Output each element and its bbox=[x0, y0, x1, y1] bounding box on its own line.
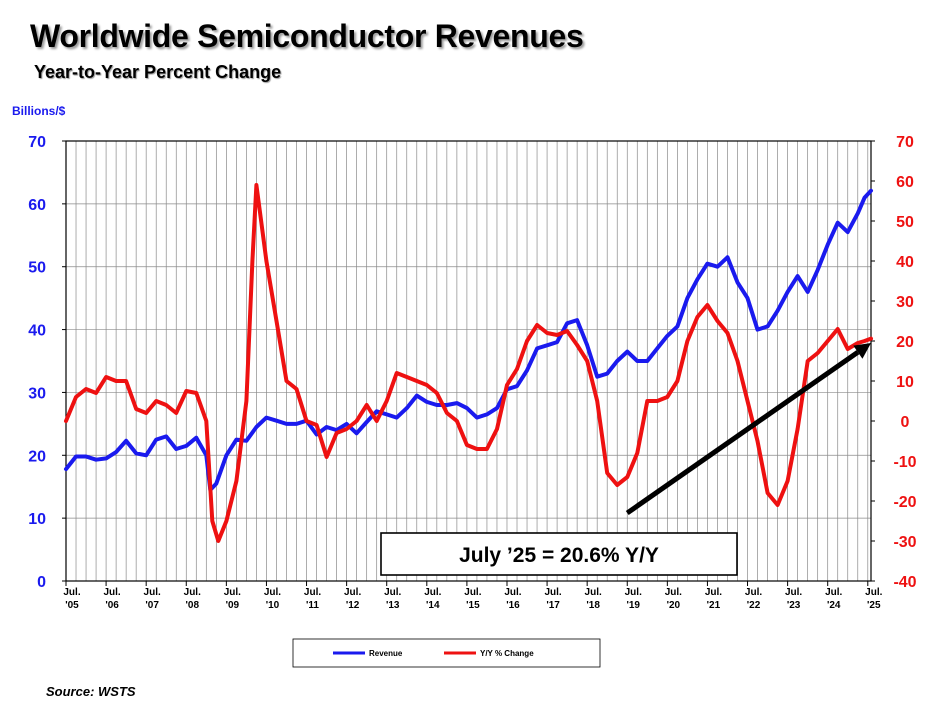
x-tick-year: '05 bbox=[65, 600, 79, 611]
x-tick-year: '20 bbox=[667, 600, 681, 611]
x-tick-year: '23 bbox=[787, 600, 801, 611]
plot-frame bbox=[65, 140, 872, 582]
left-tick-label: 60 bbox=[28, 197, 46, 214]
right-tick-label: 10 bbox=[896, 374, 914, 391]
left-tick-label: 30 bbox=[28, 385, 46, 402]
x-tick-month: Jul. bbox=[63, 587, 80, 598]
x-tick-month: Jul. bbox=[144, 587, 161, 598]
right-tick-label: 40 bbox=[896, 254, 914, 271]
right-tick-label: -10 bbox=[893, 454, 916, 471]
annotation-text: July ’25 = 20.6% Y/Y bbox=[459, 544, 659, 567]
series-lines bbox=[64, 183, 873, 543]
trend-arrow bbox=[625, 343, 871, 516]
x-tick-month: Jul. bbox=[544, 587, 561, 598]
x-tick-month: Jul. bbox=[625, 587, 642, 598]
left-tick-label: 20 bbox=[28, 448, 46, 465]
x-tick-year: '19 bbox=[626, 600, 640, 611]
right-tick-label: 20 bbox=[896, 334, 914, 351]
x-tick-year: '11 bbox=[306, 600, 319, 611]
x-tick-year: '07 bbox=[145, 600, 159, 611]
x-tick-month: Jul. bbox=[224, 587, 241, 598]
chart-subtitle: Year-to-Year Percent Change bbox=[34, 62, 282, 82]
left-axis: 0 10 20 30 40 50 60 70 bbox=[28, 134, 66, 591]
trend-arrow-head bbox=[853, 343, 871, 359]
x-tick-month: Jul. bbox=[304, 587, 321, 598]
legend-label-yoy: Y/Y % Change bbox=[480, 649, 534, 658]
x-tick-year: '21 bbox=[707, 600, 721, 611]
left-tick-label: 40 bbox=[28, 323, 46, 340]
x-tick-month: Jul. bbox=[585, 587, 602, 598]
x-tick-year: '12 bbox=[346, 600, 360, 611]
x-tick-month: Jul. bbox=[504, 587, 521, 598]
x-tick-year: '10 bbox=[266, 600, 280, 611]
x-tick-year: '13 bbox=[386, 600, 400, 611]
left-axis-unit-label: Billions/$ bbox=[12, 104, 66, 118]
legend-label-revenue: Revenue bbox=[369, 649, 403, 658]
left-tick-label: 0 bbox=[37, 574, 46, 591]
legend: Revenue Y/Y % Change bbox=[292, 638, 601, 668]
chart-title: Worldwide Semiconductor Revenues bbox=[30, 18, 584, 54]
right-tick-label: 60 bbox=[896, 174, 914, 191]
right-tick-label: 70 bbox=[896, 134, 914, 151]
x-tick-month: Jul. bbox=[424, 587, 441, 598]
yoy-change-line bbox=[64, 183, 873, 543]
x-tick-year: '25 bbox=[867, 600, 881, 611]
x-tick-year: '18 bbox=[586, 600, 600, 611]
x-tick-year: '22 bbox=[747, 600, 761, 611]
x-tick-year: '08 bbox=[186, 600, 200, 611]
right-axis: -40 -30 -20 -10 0 10 20 30 40 50 60 70 bbox=[871, 134, 917, 591]
x-tick-month: Jul. bbox=[825, 587, 842, 598]
right-tick-label: 30 bbox=[896, 294, 914, 311]
x-tick-year: '17 bbox=[546, 600, 560, 611]
right-tick-label: 0 bbox=[901, 414, 910, 431]
revenue-line bbox=[64, 188, 873, 492]
x-tick-year: '16 bbox=[506, 600, 520, 611]
right-tick-label: 50 bbox=[896, 214, 914, 231]
grid-lines bbox=[65, 140, 871, 582]
annotation-frame bbox=[380, 532, 738, 576]
left-tick-label: 10 bbox=[28, 511, 46, 528]
x-tick-month: Jul. bbox=[665, 587, 682, 598]
source-note: Source: WSTS bbox=[46, 684, 136, 699]
x-tick-year: '09 bbox=[226, 600, 240, 611]
right-tick-label: -30 bbox=[893, 534, 916, 551]
right-tick-label: -40 bbox=[893, 574, 916, 591]
x-tick-year: '14 bbox=[426, 600, 440, 611]
x-tick-month: Jul. bbox=[384, 587, 401, 598]
trend-arrow-shaft bbox=[625, 350, 860, 516]
x-tick-month: Jul. bbox=[264, 587, 281, 598]
x-tick-month: Jul. bbox=[785, 587, 802, 598]
x-tick-month: Jul. bbox=[865, 587, 882, 598]
x-tick-month: Jul. bbox=[344, 587, 361, 598]
x-tick-month: Jul. bbox=[705, 587, 722, 598]
x-tick-month: Jul. bbox=[103, 587, 120, 598]
x-tick-year: '06 bbox=[105, 600, 119, 611]
left-tick-label: 50 bbox=[28, 260, 46, 277]
right-tick-label: -20 bbox=[893, 494, 916, 511]
annotation-box: July ’25 = 20.6% Y/Y bbox=[380, 532, 738, 576]
x-tick-month: Jul. bbox=[464, 587, 481, 598]
x-tick-month: Jul. bbox=[745, 587, 762, 598]
x-tick-year: '24 bbox=[827, 600, 841, 611]
left-tick-label: 70 bbox=[28, 134, 46, 151]
x-axis: Jul. '05 Jul. '06 Jul. '07 Jul. '08 Jul. '09 Jul. '… bbox=[63, 581, 883, 611]
x-tick-month: Jul. bbox=[184, 587, 201, 598]
x-tick-year: '15 bbox=[466, 600, 480, 611]
